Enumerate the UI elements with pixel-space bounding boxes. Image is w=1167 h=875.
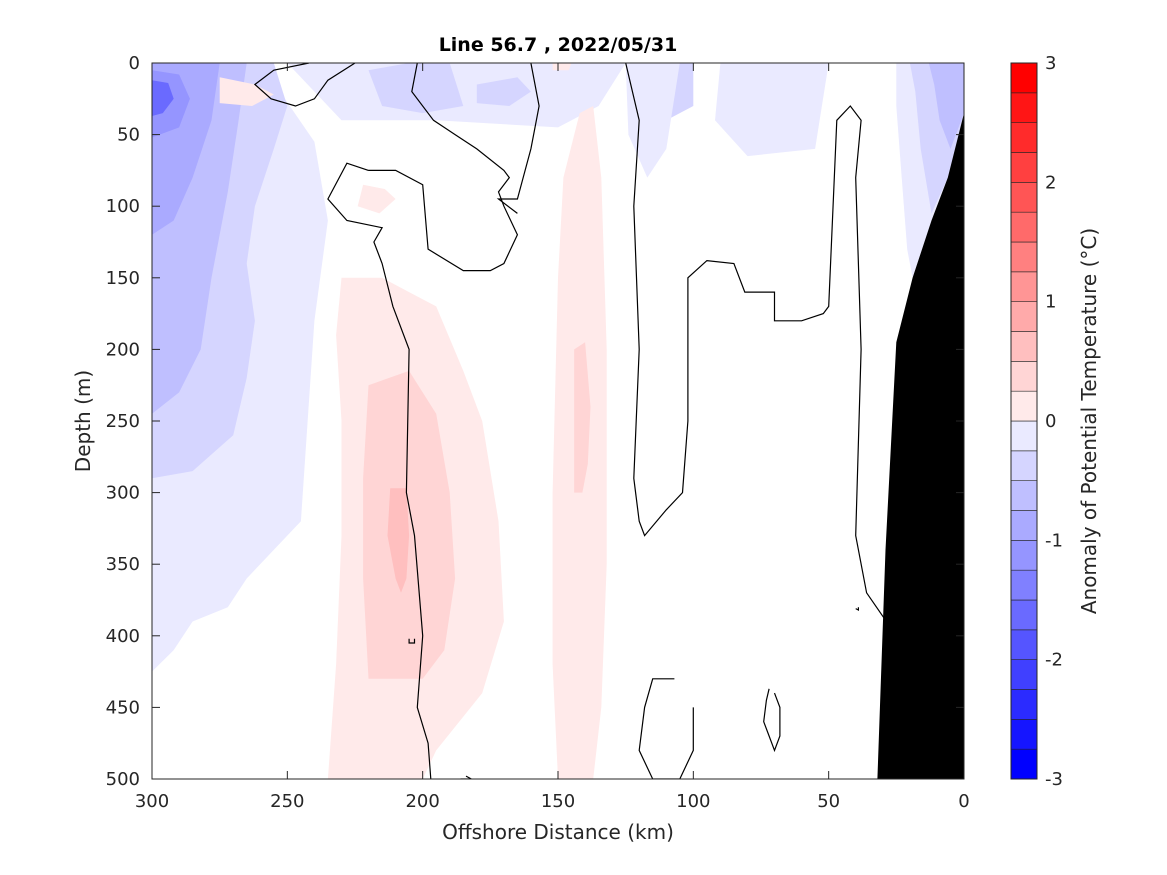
x-tick-label: 300 [135,791,169,812]
colorbar-segment [1010,92,1038,123]
y-tick-label: 300 [106,483,140,504]
zero-contour-5 [638,678,694,779]
y-tick-label: 400 [106,626,140,647]
y-tick-label: 150 [106,268,140,289]
anomaly-region-7 [368,63,464,114]
colorbar-segment [1010,510,1038,541]
y-tick-label: 0 [129,53,140,74]
bathymetry [877,113,964,779]
colorbar-segment [1010,599,1038,631]
anomaly-region-8 [476,77,531,106]
y-tick-label: 100 [106,196,140,217]
colorbar-frame [1010,62,1038,780]
colorbar-segment [1010,152,1038,183]
y-tick-label: 350 [106,554,140,575]
colorbar-segment [1010,659,1038,690]
colorbar-segment [1010,211,1038,243]
y-tick-label: 250 [106,411,140,432]
colorbar-segment [1010,361,1038,392]
anomaly-region-22 [219,77,274,106]
colorbar-segment [1010,182,1038,213]
zero-contour-4 [625,63,911,751]
colorbar: 3 2 1 0 -1 -2 -3 [1010,53,1063,790]
anomaly-region-16 [928,63,964,149]
colorbar-segment [1010,719,1038,750]
x-tick-label: 250 [270,791,304,812]
anomaly-region-21 [574,342,591,493]
colorbar-tick-label: -2 [1045,650,1063,671]
zero-contour-3 [496,63,540,214]
x-axis-label: Offshore Distance (km) [442,820,674,844]
anomaly-region-11 [625,63,680,178]
x-tick-label: 0 [958,791,969,812]
anomaly-region-18 [363,370,456,679]
colorbar-segment [1010,569,1038,601]
zero-contours [253,63,911,779]
x-tick-label: 150 [541,791,575,812]
colorbar-segment [1010,629,1038,660]
colorbar-label: Anomaly of Potential Temperature (°C) [1077,228,1101,614]
colorbar-segment [1010,122,1038,153]
x-tick-label: 50 [817,791,840,812]
colorbar-segment [1010,62,1038,94]
colorbar-segment [1010,241,1038,273]
zero-contour-2 [368,63,519,272]
anomaly-region-6 [152,80,174,116]
anomaly-region-19 [387,488,410,593]
colorbar-tick-label: 3 [1045,53,1056,74]
y-axis-label: Depth (m) [71,370,95,472]
bathymetry-fill [877,113,964,779]
y-tick-label: 450 [106,697,140,718]
colorbar-segment [1010,540,1038,571]
colorbar-tick-label: -3 [1045,769,1063,790]
zero-contour-6 [763,688,781,753]
colorbar-segment [1010,748,1038,780]
anomaly-region-24 [552,63,572,71]
zero-contour-7 [408,638,416,644]
colorbar-segment [1010,480,1038,511]
chart-title: Line 56.7 , 2022/05/31 [439,34,678,56]
anomaly-region-13 [715,63,829,157]
zero-contour-8 [460,775,472,779]
colorbar-segment [1010,689,1038,720]
colorbar-segment [1010,301,1038,332]
colorbar-segment [1010,271,1038,302]
colorbar-segment [1010,420,1038,452]
x-tick-label: 200 [405,791,439,812]
y-tick-label: 200 [106,339,140,360]
colorbar-tick-label: 0 [1045,411,1056,432]
colorbar-segment [1010,331,1038,362]
x-tick-label: 100 [676,791,710,812]
colorbar-segment [1010,390,1038,422]
zero-contour-0 [253,63,356,107]
anomaly-region-23 [357,184,396,214]
y-tick-label: 500 [106,769,140,790]
y-axis: 0 50 100 150 200 250 300 350 400 450 500 [106,53,964,790]
colorbar-tick-label: 2 [1045,172,1056,193]
colorbar-tick-label: -1 [1045,530,1063,551]
colorbar-segment [1010,450,1038,481]
x-axis: 300 250 200 150 100 50 0 [135,63,970,812]
zero-contour-9 [855,607,860,611]
y-tick-label: 50 [117,125,140,146]
anomaly-regions [152,63,964,779]
zero-contour-1 [327,162,432,779]
colorbar-tick-label: 1 [1045,292,1056,313]
